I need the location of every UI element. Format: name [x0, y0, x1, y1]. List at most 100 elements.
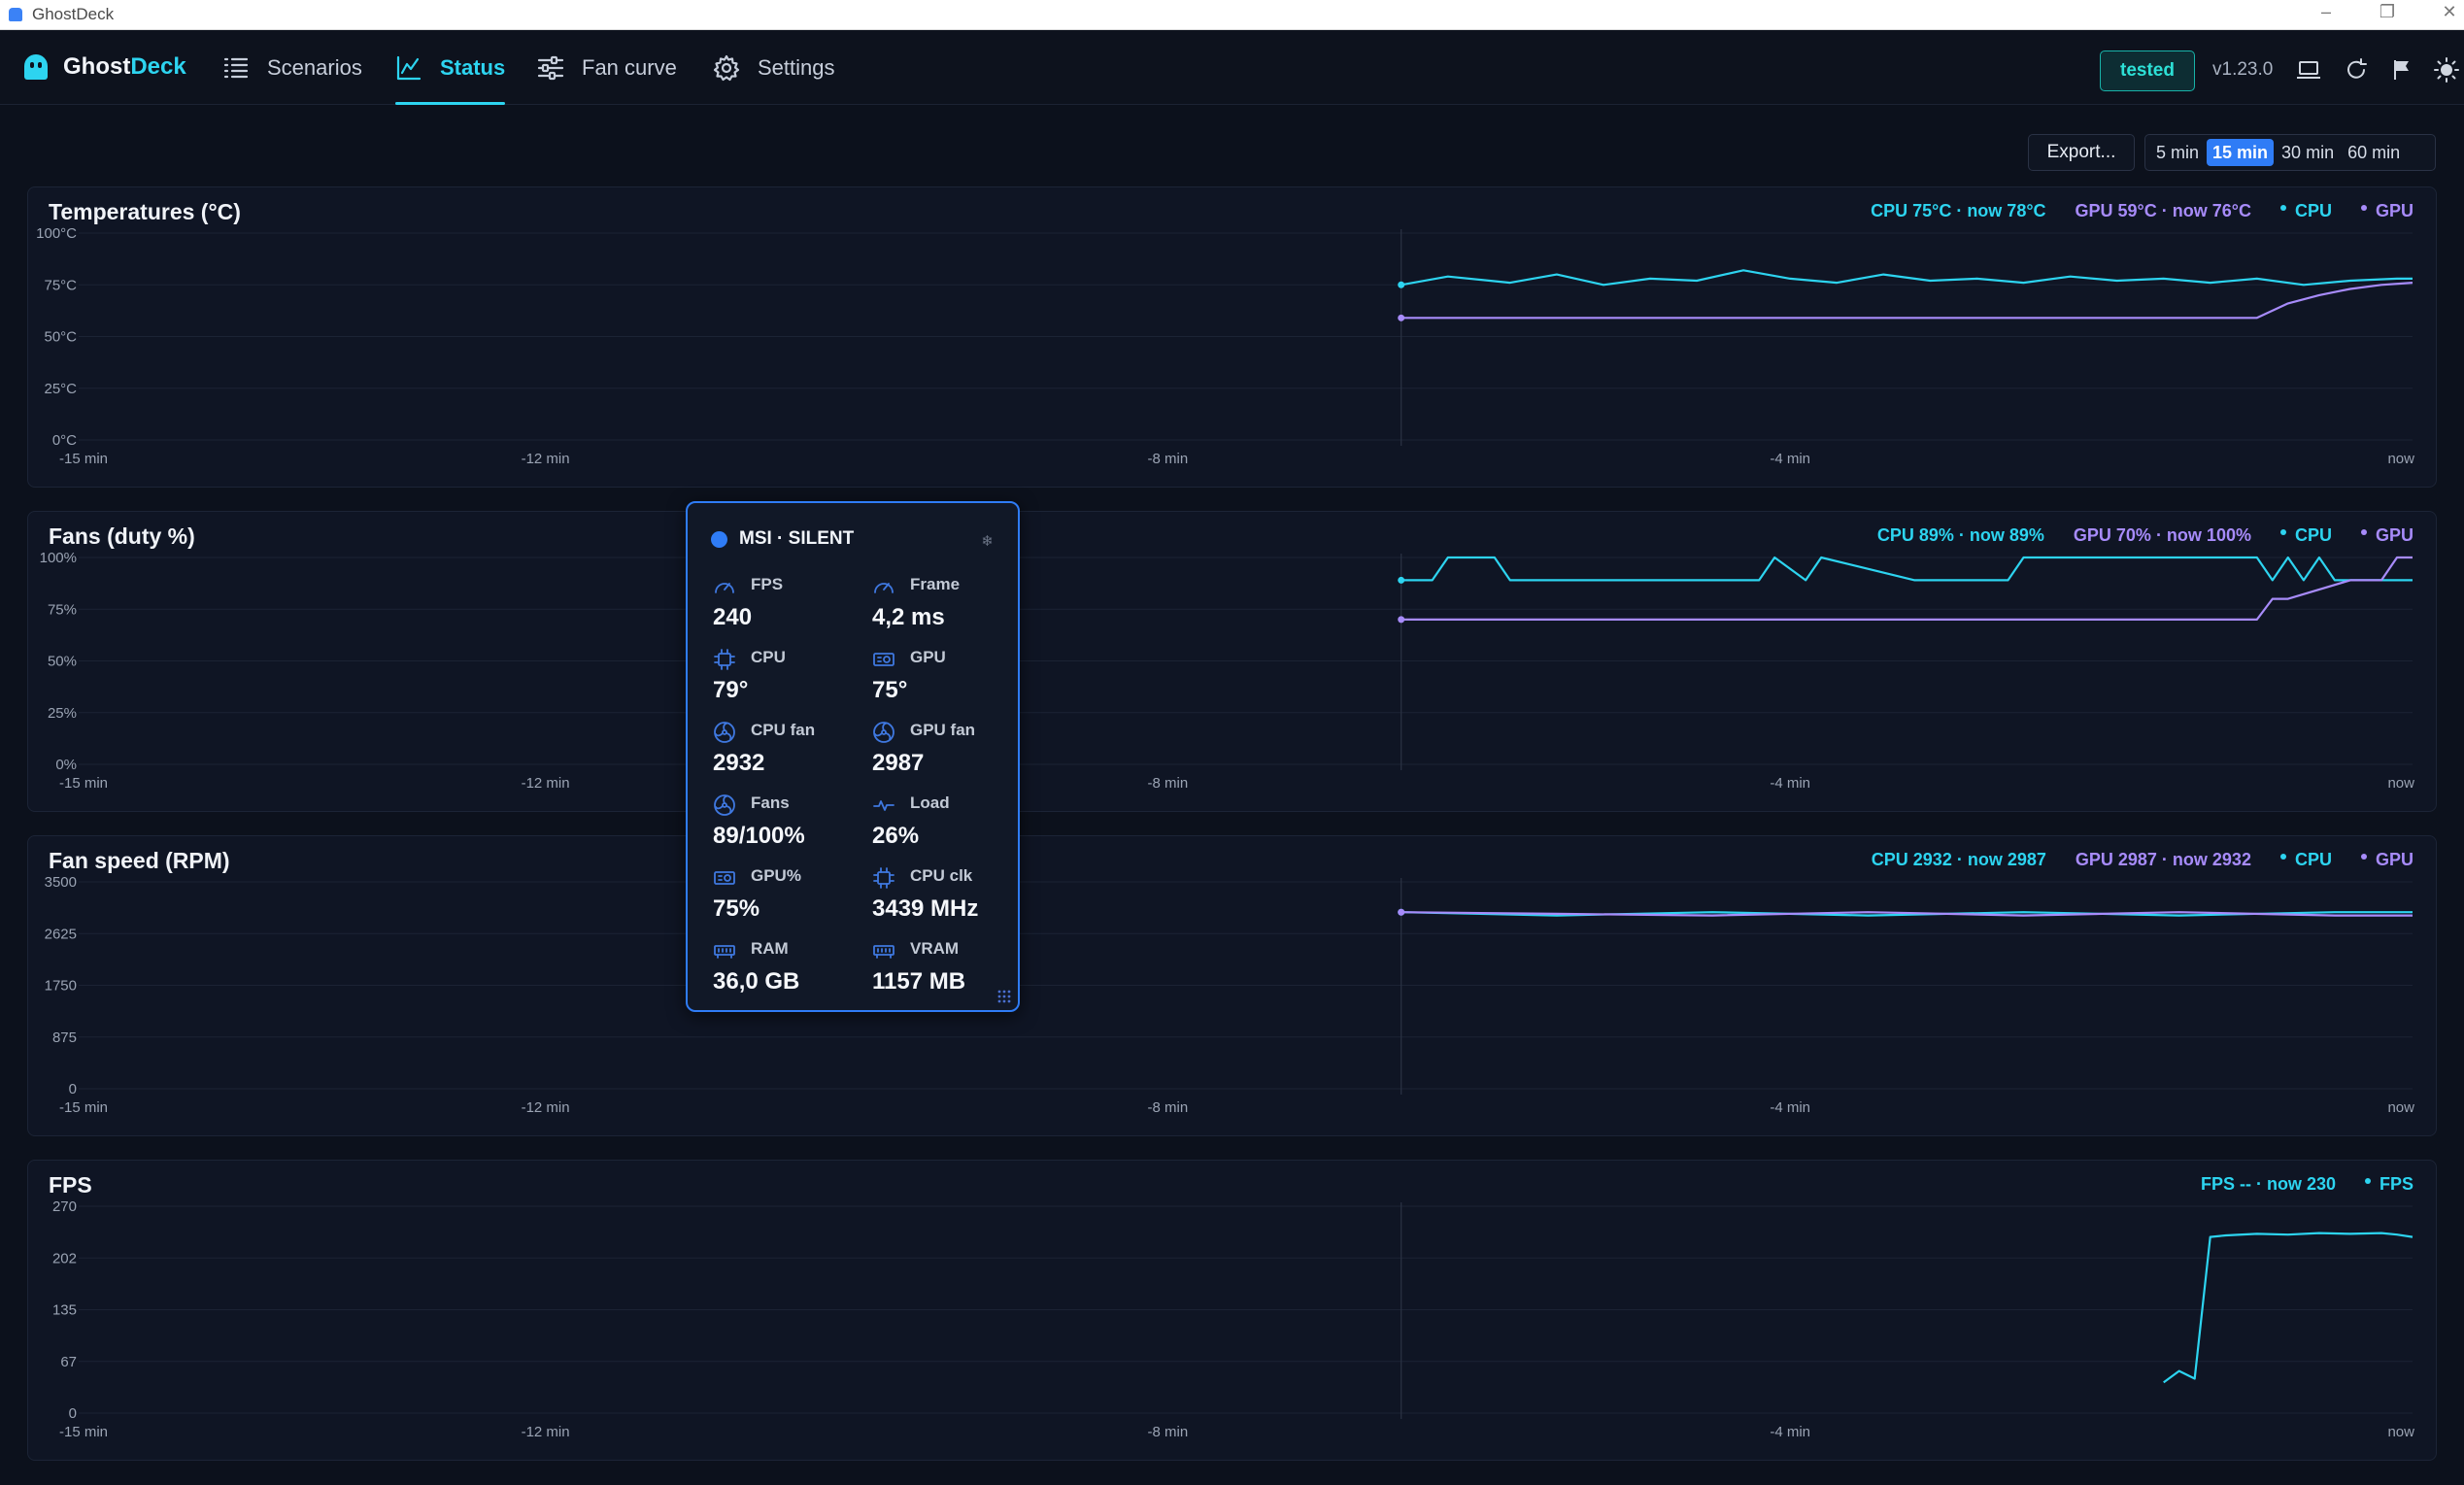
legend-entry-cpu[interactable]: CPU	[2279, 201, 2332, 221]
restore-icon[interactable]: ❐	[2379, 2, 2396, 21]
tab-fan-curve[interactable]: Fan curve	[537, 30, 677, 105]
gauge-icon	[874, 583, 894, 593]
overlay-settings-icon[interactable]: ❄	[981, 533, 994, 550]
y-tick-label: 75°C	[44, 277, 77, 293]
range-60-min-button[interactable]: 60 min	[2347, 142, 2401, 162]
chart-legend: CPU 2932 · now 2987 GPU 2987 · now 2932 CP…	[1842, 850, 2413, 870]
close-icon[interactable]: ✕	[2442, 2, 2457, 21]
y-tick-label: 75%	[48, 601, 77, 618]
metric-value: 2987	[872, 750, 925, 776]
metric-label: Frame	[910, 575, 961, 593]
x-tick-label: -15 min	[59, 451, 108, 467]
x-tick-label: now	[2387, 1424, 2414, 1440]
status-badge: tested	[2100, 51, 2195, 91]
x-tick-label: now	[2387, 1099, 2414, 1116]
metric-label: CPU	[751, 648, 786, 666]
tab-fan-curve-label: Fan curve	[582, 54, 677, 80]
metric-label: Load	[910, 793, 950, 812]
legend-entry-gpu[interactable]: GPU	[2360, 201, 2413, 221]
tab-scenarios[interactable]: Scenarios	[222, 30, 362, 105]
chart-svg: 3500 2625 1750 875 0 -15 min -12 min -8 min -4 m…	[45, 874, 2415, 1116]
metric-value: 240	[713, 604, 753, 630]
y-tick-label: 2625	[45, 926, 77, 942]
metric-value: 1157 MB	[872, 968, 966, 995]
chart-title: Temperatures (°C)	[49, 199, 241, 224]
metric-vram: VRAM 1157 MB	[872, 933, 1028, 1001]
tab-settings[interactable]: Settings	[713, 30, 835, 105]
x-tick-label: -12 min	[522, 451, 570, 467]
minimize-icon[interactable]: –	[2320, 2, 2331, 21]
x-tick-label: now	[2387, 451, 2414, 467]
legend-entry-cpu[interactable]: CPU	[2279, 850, 2332, 870]
legend-dot-icon	[2360, 529, 2367, 535]
flag-icon[interactable]	[2388, 56, 2415, 84]
legend-entry-cpu[interactable]: CPU	[2279, 525, 2332, 546]
metric-value: 2932	[713, 750, 765, 776]
series-line-gpu	[1401, 911, 2413, 917]
metric-label: RAM	[751, 939, 789, 958]
y-tick-label: 0%	[55, 757, 77, 773]
legend-summary: CPU 75°C · now 78°C	[1871, 201, 2046, 220]
legend-entry-fps[interactable]: FPS	[2364, 1174, 2413, 1195]
chart-title: Fan speed (RPM)	[49, 848, 230, 873]
chip-icon	[873, 867, 894, 889]
metric-cpu: CPU 79°	[713, 642, 868, 710]
y-tick-label: 50°C	[44, 329, 77, 346]
series-start-point-cpu	[1398, 576, 1405, 584]
legend-summary: FPS -- · now 230	[2200, 1174, 2336, 1194]
legend-entry-gpu[interactable]: GPU	[2360, 525, 2413, 546]
legend-entry-label: GPU	[2375, 525, 2413, 545]
range-5-min-button[interactable]: 5 min	[2156, 142, 2200, 162]
legend-entry-gpu[interactable]: GPU	[2360, 850, 2413, 870]
brand-name: GhostDeck	[63, 53, 186, 81]
version-label: v1.23.0	[2212, 59, 2274, 80]
overlay-preview-card[interactable]: MSI · SILENT ❄ FPS 240 Frame 4,2 ms CPU 79° GP…	[686, 501, 1020, 1012]
fans-duty-chart-panel: 100% 75% 50% 25% 0% -15 min -12 min -8 min -4 mi…	[27, 511, 2437, 812]
refresh-icon[interactable]	[2343, 56, 2370, 84]
legend-entry-label: CPU	[2294, 850, 2332, 869]
y-tick-label: 135	[52, 1302, 77, 1319]
chip-icon	[714, 649, 735, 670]
y-tick-label: 0	[69, 1405, 77, 1422]
tab-status[interactable]: Status	[395, 30, 506, 105]
sliders-icon	[537, 55, 564, 80]
legend-summary: CPU 89% · now 89%	[1876, 525, 2044, 545]
x-tick-label: -12 min	[522, 775, 570, 792]
metric-label: CPU fan	[751, 721, 816, 739]
y-tick-label: 25%	[48, 705, 77, 722]
x-tick-label: now	[2387, 775, 2414, 792]
y-tick-label: 25°C	[44, 381, 77, 397]
range-30-min-button[interactable]: 30 min	[2281, 142, 2335, 162]
tab-status-label: Status	[440, 54, 506, 80]
gear-icon	[713, 54, 740, 81]
x-tick-label: -8 min	[1148, 1099, 1189, 1116]
range-15-min-button[interactable]: 15 min	[2207, 139, 2275, 166]
metric-label: CPU clk	[910, 866, 973, 885]
metric-cpu-clk: CPU clk 3439 MHz	[872, 861, 1028, 928]
tab-settings-label: Settings	[758, 54, 835, 80]
metric-label: GPU fan	[910, 721, 976, 739]
brand[interactable]: GhostDeck	[24, 53, 186, 81]
chart-title: FPS	[49, 1172, 92, 1198]
legend-summary: GPU 70% · now 100%	[2073, 525, 2251, 545]
chart-svg: 100°C 75°C 50°C 25°C 0°C -15 min -12 min -8 min…	[36, 225, 2414, 467]
y-tick-label: 67	[60, 1354, 77, 1370]
metric-cpu-fan: CPU fan 2932	[713, 715, 868, 783]
time-range-selector: 5 min 15 min 30 min 60 min	[2144, 134, 2436, 171]
legend-entry-label: GPU	[2375, 850, 2413, 869]
metric-value: 75%	[713, 895, 760, 922]
laptop-icon[interactable]	[2295, 56, 2322, 84]
window-title: GhostDeck	[32, 5, 115, 23]
legend-entry-label: CPU	[2294, 201, 2332, 220]
memory-icon	[873, 945, 894, 959]
metric-load: Load 26%	[872, 788, 1028, 856]
sun-icon[interactable]	[2433, 56, 2460, 84]
metric-label: Fans	[751, 793, 790, 812]
series-line-cpu	[1401, 269, 2413, 287]
drag-handle-icon[interactable]	[996, 989, 1012, 1004]
legend-dot-icon	[2279, 854, 2286, 860]
export-button[interactable]: Export...	[2028, 134, 2135, 171]
metric-ram: RAM 36,0 GB	[713, 933, 868, 1001]
pulse-icon	[873, 800, 894, 811]
chart-icon	[396, 55, 422, 80]
